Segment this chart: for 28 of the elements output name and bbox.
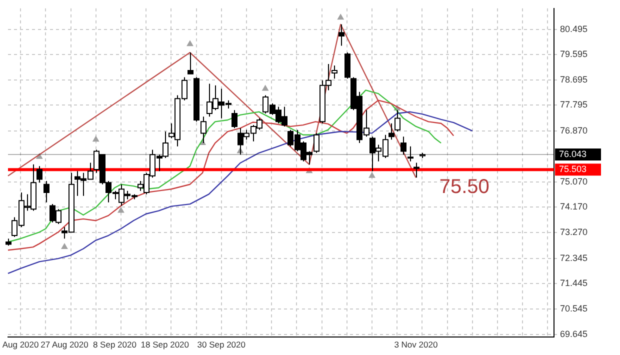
y-tick-label: 72.345 [560,252,588,263]
point [118,207,124,213]
point [61,244,68,250]
y-tick-label: 80.495 [560,24,588,34]
ref-line-label: 76.043 [559,148,587,159]
y-tick-label: 78.695 [560,74,588,84]
annotation: 75.50 [439,176,490,198]
point [368,172,376,178]
x-tick-label: 30 Sep 2020 [197,339,246,350]
point [262,85,268,91]
x-tick-label: 18 Sep 2020 [140,339,190,350]
y-tick-label: 73.270 [560,226,588,237]
x-tick-label: Aug 2020 [2,339,40,350]
ref-line-label: 75.503 [559,164,587,174]
y-tick-label: 71.445 [560,278,588,288]
y-tick-label: 77.795 [560,100,588,110]
y-tick-label: 69.645 [560,328,588,339]
y-tick-label: 74.170 [560,202,588,212]
x-tick-label: 8 Sep 2020 [92,339,137,350]
y-tick-label: 79.595 [560,49,588,60]
point [92,136,99,142]
x-tick-label: 3 Nov 2020 [394,339,438,350]
point [338,14,344,20]
x-tick-label: 27 Aug 2020 [40,339,89,350]
point [186,40,194,46]
y-tick-label: 75.070 [560,176,588,186]
y-tick-label: 76.870 [560,126,588,136]
y-tick-label: 70.545 [560,304,588,314]
